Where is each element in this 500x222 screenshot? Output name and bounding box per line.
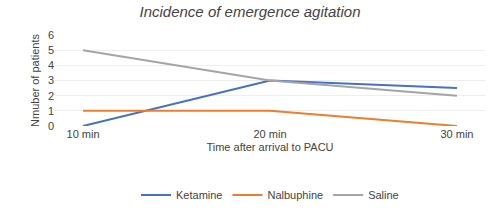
svg-text:Time after arrival to PACU: Time after arrival to PACU (206, 141, 333, 153)
svg-text:2: 2 (48, 90, 54, 102)
svg-text:30 min: 30 min (440, 128, 473, 140)
svg-text:Nalbuphine: Nalbuphine (267, 189, 323, 201)
svg-text:10 min: 10 min (67, 128, 100, 140)
svg-text:Incidence of emergence agitati: Incidence of emergence agitation (140, 3, 361, 20)
svg-text:0: 0 (48, 120, 54, 132)
svg-text:3: 3 (48, 74, 54, 86)
svg-text:Nmuber of patients: Nmuber of patients (29, 34, 41, 127)
svg-text:Ketamine: Ketamine (176, 189, 222, 201)
svg-text:6: 6 (48, 29, 54, 41)
svg-text:5: 5 (48, 44, 54, 56)
svg-text:Saline: Saline (368, 189, 399, 201)
svg-text:20 min: 20 min (253, 128, 286, 140)
svg-text:4: 4 (48, 59, 54, 71)
svg-text:1: 1 (48, 105, 54, 117)
